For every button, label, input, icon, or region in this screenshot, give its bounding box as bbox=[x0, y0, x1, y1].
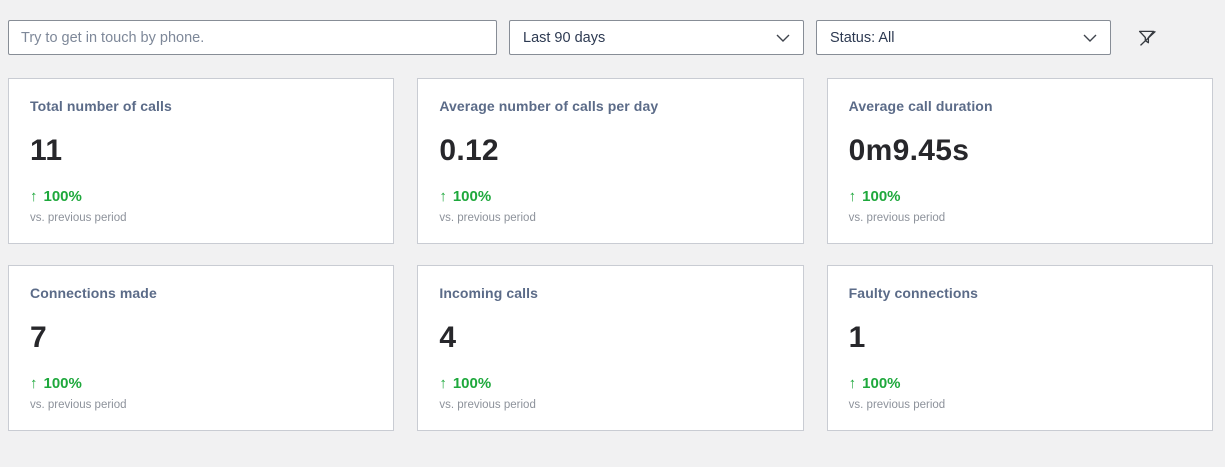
delta-percent: 100% bbox=[862, 375, 901, 392]
delta-percent: 100% bbox=[452, 188, 492, 205]
card-value: 0.12 bbox=[439, 134, 499, 167]
card-delta: ↑ 100% bbox=[849, 375, 1191, 392]
arrow-up-icon: ↑ bbox=[848, 188, 857, 205]
card-value: 7 bbox=[30, 321, 47, 354]
stat-card-faulty-connections: Faulty connections 1 ↑ 100% vs. previous… bbox=[826, 265, 1213, 431]
card-delta: ↑ 100% bbox=[439, 375, 781, 392]
delta-percent: 100% bbox=[43, 188, 82, 205]
card-value: 0m9.45s bbox=[848, 134, 970, 167]
stat-card-total-calls: Total number of calls 11 ↑ 100% vs. prev… bbox=[8, 78, 395, 244]
card-title: Total number of calls bbox=[30, 98, 172, 114]
arrow-up-icon: ↑ bbox=[439, 188, 447, 205]
arrow-up-icon: ↑ bbox=[30, 375, 38, 392]
delta-percent: 100% bbox=[43, 375, 82, 392]
card-title: Average call duration bbox=[848, 98, 993, 114]
card-caption: vs. previous period bbox=[30, 212, 127, 224]
chevron-down-icon bbox=[1083, 34, 1097, 42]
clear-filters-button[interactable] bbox=[1133, 24, 1161, 52]
delta-percent: 100% bbox=[452, 375, 492, 392]
arrow-up-icon: ↑ bbox=[30, 188, 38, 205]
card-caption: vs. previous period bbox=[439, 212, 536, 224]
arrow-up-icon: ↑ bbox=[848, 375, 857, 392]
card-title: Incoming calls bbox=[439, 285, 538, 301]
card-value: 4 bbox=[439, 321, 457, 354]
stat-card-incoming-calls: Incoming calls 4 ↑ 100% vs. previous per… bbox=[417, 265, 804, 431]
status-filter-value: Status: All bbox=[830, 29, 895, 46]
card-value: 11 bbox=[30, 134, 63, 167]
card-title: Average number of calls per day bbox=[439, 98, 659, 114]
card-delta: ↑ 100% bbox=[849, 188, 1191, 205]
card-caption: vs. previous period bbox=[848, 212, 946, 224]
card-delta: ↑ 100% bbox=[30, 188, 372, 205]
card-delta: ↑ 100% bbox=[439, 188, 781, 205]
stat-card-avg-call-duration: Average call duration 0m9.45s ↑ 100% vs.… bbox=[826, 78, 1213, 244]
chevron-down-icon bbox=[776, 34, 790, 42]
period-filter-dropdown[interactable]: Last 90 days bbox=[509, 20, 804, 55]
filters-toolbar: Last 90 days Status: All bbox=[8, 20, 1213, 55]
card-title: Faulty connections bbox=[848, 285, 979, 301]
card-caption: vs. previous period bbox=[30, 399, 127, 411]
card-title: Connections made bbox=[30, 285, 157, 301]
card-value: 1 bbox=[848, 321, 866, 354]
search-input[interactable] bbox=[8, 20, 497, 55]
arrow-up-icon: ↑ bbox=[439, 375, 447, 392]
period-filter-value: Last 90 days bbox=[523, 29, 606, 46]
stat-card-connections-made: Connections made 7 ↑ 100% vs. previous p… bbox=[8, 265, 395, 431]
stats-cards-grid: Total number of calls 11 ↑ 100% vs. prev… bbox=[8, 78, 1213, 431]
stat-card-avg-calls-per-day: Average number of calls per day 0.12 ↑ 1… bbox=[417, 78, 804, 244]
card-delta: ↑ 100% bbox=[30, 375, 372, 392]
card-caption: vs. previous period bbox=[439, 399, 536, 411]
filter-off-icon bbox=[1137, 27, 1158, 48]
card-caption: vs. previous period bbox=[848, 399, 946, 411]
delta-percent: 100% bbox=[862, 188, 901, 205]
status-filter-dropdown[interactable]: Status: All bbox=[816, 20, 1111, 55]
